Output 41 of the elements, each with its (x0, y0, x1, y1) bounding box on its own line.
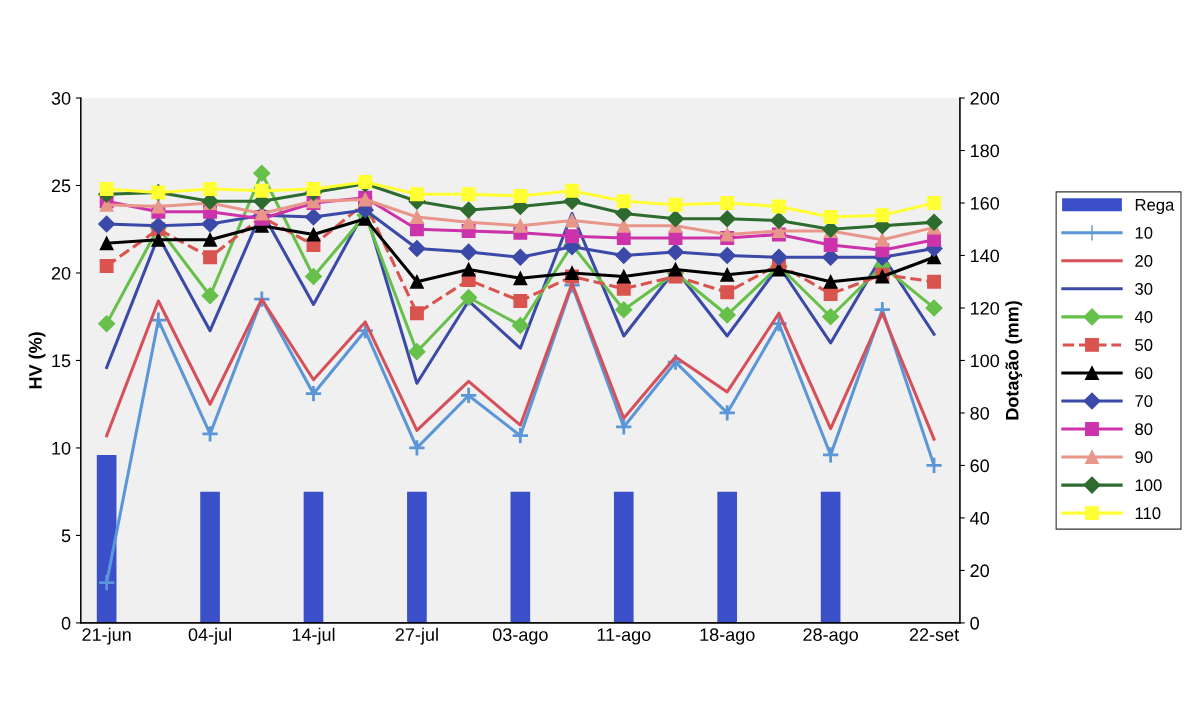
y-tick-label: 25 (51, 179, 71, 193)
y2-tick-label: 180 (971, 144, 1000, 158)
x-tick-label: 21-jun (82, 627, 131, 645)
y2-tick-label: 140 (971, 249, 1000, 263)
y2-tick-label: 160 (971, 196, 1000, 210)
x-tick-label: 22-set (909, 628, 960, 642)
legend-label: 10 (1135, 226, 1153, 239)
y2-tick-label: 80 (970, 406, 989, 420)
legend-label: 40 (1134, 311, 1153, 323)
x-tick-label: 11-ago (597, 628, 651, 645)
x-tick-label: 27-jul (395, 627, 438, 645)
y-tick-label: 30 (51, 91, 71, 105)
y2-tick-label: 60 (970, 459, 989, 473)
y2-axis-title: Dotação (mm) (1005, 301, 1023, 420)
x-tick-label: 28-ago (803, 628, 858, 645)
y-axis-title: HV (%) (28, 332, 46, 389)
y2-tick-label: 40 (970, 511, 989, 525)
y2-tick-label: 0 (970, 616, 979, 630)
y2-tick-label: 100 (971, 354, 1000, 368)
legend-label: 30 (1135, 283, 1153, 295)
legend-label: 50 (1135, 339, 1153, 351)
legend-label: 100 (1135, 479, 1162, 492)
y-tick-label: 15 (52, 354, 71, 368)
y-tick-label: 5 (61, 529, 71, 543)
legend-label: Rega (1135, 199, 1175, 215)
legend-label: 90 (1135, 451, 1153, 464)
x-tick-label: 04-jul (188, 627, 231, 645)
x-tick-label: 18-ago (700, 628, 755, 645)
y-tick-label: 10 (52, 441, 71, 455)
x-tick-label: 14-jul (292, 627, 335, 645)
y2-tick-label: 20 (970, 564, 989, 578)
legend-label: 60 (1135, 367, 1153, 379)
x-tick-label: 03-ago (492, 628, 548, 645)
legend-label: 70 (1135, 395, 1153, 407)
y-tick-label: 0 (61, 616, 71, 630)
y2-tick-label: 200 (970, 91, 1000, 105)
legend-label: 20 (1135, 255, 1153, 267)
y2-tick-label: 120 (971, 301, 1000, 315)
y-tick-label: 20 (51, 266, 71, 280)
legend-label: 110 (1135, 507, 1161, 520)
legend-label: 80 (1135, 423, 1153, 436)
